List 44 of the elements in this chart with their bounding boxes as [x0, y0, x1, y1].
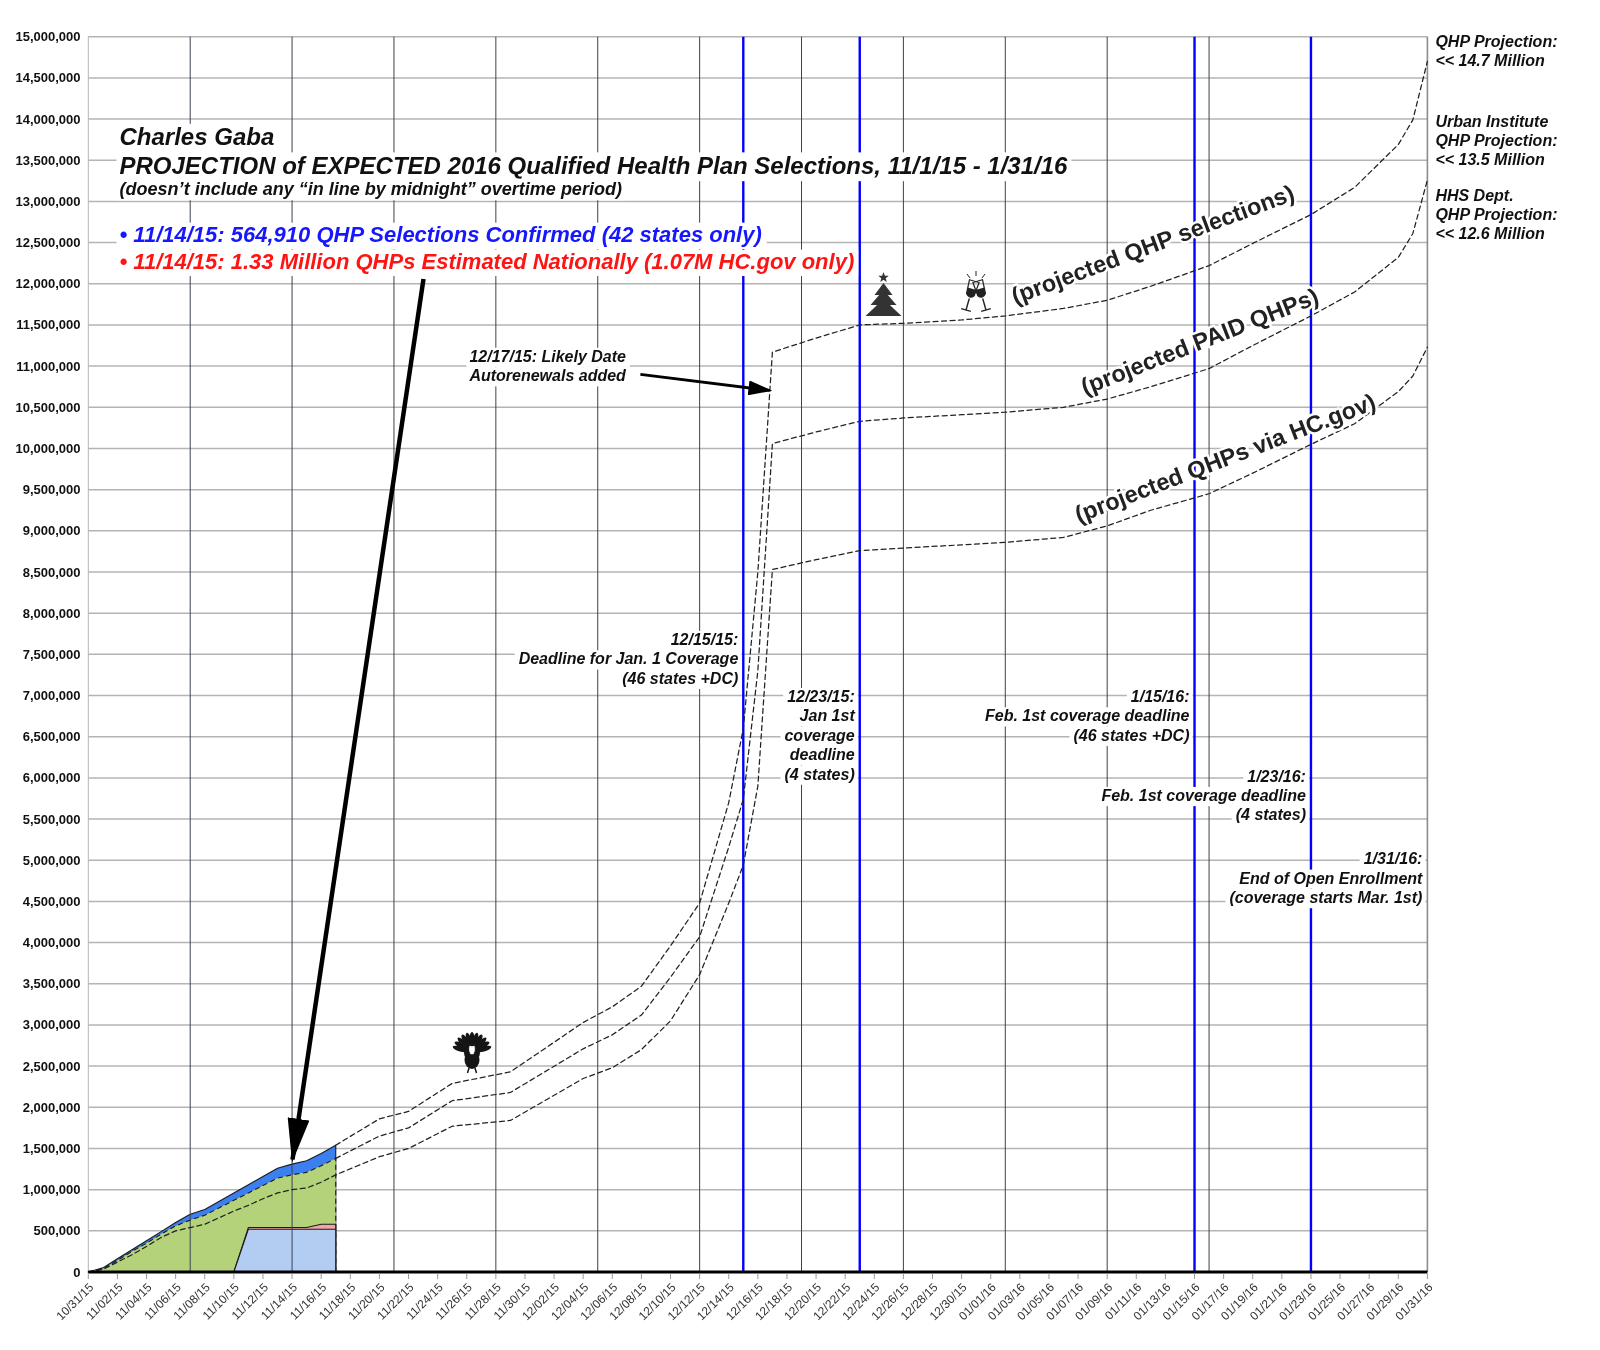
annotation: • 11/14/15: 1.33 Million QHPs Estimated Nationally (1.07M HC.gov only) — [119, 249, 855, 274]
y-tick-label: 13,000,000 — [15, 193, 81, 209]
y-tick-label: 9,000,000 — [22, 523, 81, 539]
y-tick-label: 6,000,000 — [22, 770, 81, 786]
y-tick-label: 7,500,000 — [22, 646, 81, 662]
y-tick-label: 12,000,000 — [15, 276, 81, 292]
y-tick-label: 2,500,000 — [22, 1058, 81, 1074]
ref-line-label: 1/31/16: End of Open Enrollment (coverage starts Mar. 1st) — [1229, 850, 1424, 907]
annotation: • 11/14/15: 564,910 QHP Selections Confirmed (42 states only) — [119, 222, 762, 247]
annotation: QHP Projection: << 14.7 Million — [1435, 33, 1558, 70]
y-tick-label: 10,500,000 — [15, 399, 81, 415]
y-tick-label: 8,500,000 — [22, 564, 81, 580]
text: (doesn’t include any “in line by midnight” overtime period) — [119, 178, 622, 199]
text: Charles Gaba PROJECTION of EXPECTED 2016 Qualified Health Plan Selections, 11/1/15 - 1/31/16 — [119, 123, 1069, 179]
y-tick-label: 5,000,000 — [22, 852, 81, 868]
y-tick-label: 1,000,000 — [22, 1182, 81, 1198]
y-tick-label: 15,000,000 — [15, 29, 81, 45]
y-tick-label: 13,500,000 — [15, 152, 81, 168]
ref-line-label: 1/23/16: Feb. 1st coverage deadline (4 states) — [1101, 767, 1307, 824]
ref-line-label: 12/23/15: Jan 1st coverage deadline (4 states) — [784, 688, 856, 783]
annotation: HHS Dept. QHP Projection: << 12.6 Million — [1435, 186, 1558, 243]
y-tick-label: 3,500,000 — [22, 976, 81, 992]
ref-line-label: 1/15/16: Feb. 1st coverage deadline (46 states +DC) — [984, 688, 1190, 744]
annotation: 12/17/15: Likely Date Autorenewals added — [468, 347, 628, 385]
y-tick-label: 7,000,000 — [22, 688, 81, 704]
y-tick-label: 5,500,000 — [22, 811, 81, 827]
y-tick-label: 2,000,000 — [22, 1099, 81, 1115]
y-tick-label: 3,000,000 — [22, 1017, 81, 1033]
y-tick-label: 14,500,000 — [15, 70, 81, 86]
y-tick-label: 1,500,000 — [22, 1141, 81, 1157]
y-tick-label: 12,500,000 — [15, 235, 81, 251]
annotation: Urban Institute QHP Projection: << 13.5 Million — [1435, 112, 1558, 169]
y-tick-label: 11,500,000 — [16, 317, 81, 333]
y-tick-label: 11,000,000 — [16, 358, 81, 374]
y-tick-label: 6,500,000 — [22, 729, 81, 745]
y-tick-label: 14,000,000 — [15, 111, 81, 127]
ref-line-label: 12/15/15: Deadline for Jan. 1 Coverage (46 states +DC) — [518, 631, 739, 687]
y-tick-label: 9,500,000 — [22, 482, 81, 498]
y-tick-label: 4,000,000 — [22, 935, 81, 951]
y-tick-label: 0 — [73, 1264, 81, 1280]
y-tick-label: 4,500,000 — [22, 893, 81, 909]
y-tick-label: 10,000,000 — [15, 441, 81, 457]
y-tick-label: 8,000,000 — [22, 605, 81, 621]
y-tick-label: 500,000 — [33, 1223, 81, 1239]
